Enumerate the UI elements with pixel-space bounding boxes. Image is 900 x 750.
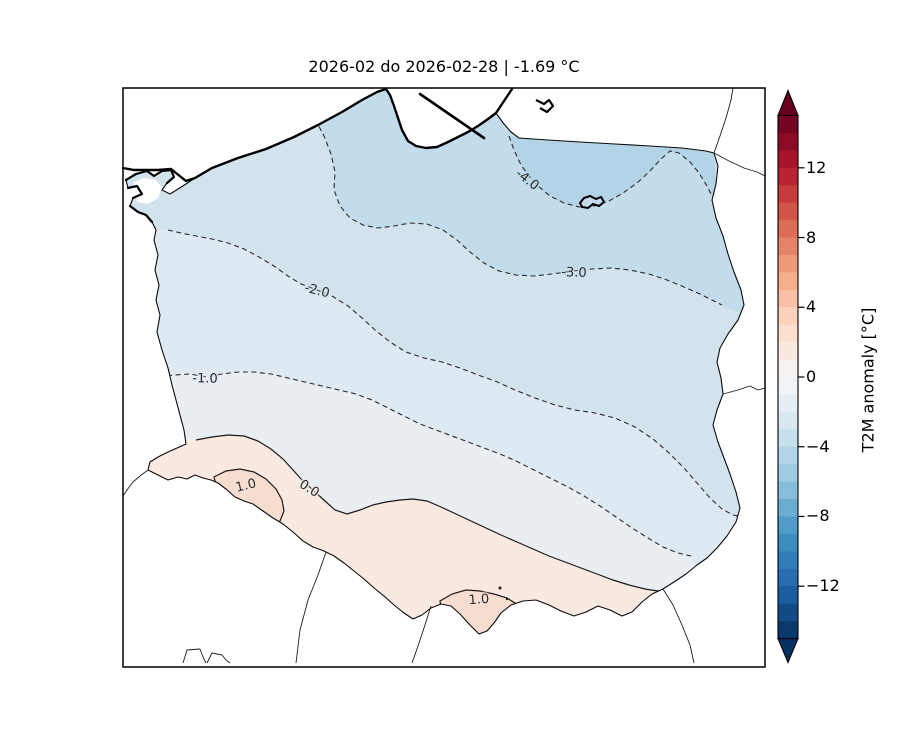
colorbar-step <box>778 132 798 151</box>
neighbor-borders <box>122 87 766 664</box>
colorbar-step <box>778 586 798 605</box>
colorbar-tick-label: 12 <box>806 157 827 177</box>
contour-label: 1.0 <box>468 591 490 609</box>
colorbar-step <box>778 254 798 273</box>
colorbar-gradient <box>778 115 798 639</box>
colorbar-step <box>778 533 798 552</box>
neighbor-border-slovak-ukraine <box>662 588 695 664</box>
colorbar-tickmarks <box>798 167 805 587</box>
colorbar-step <box>778 411 798 430</box>
colorbar-step <box>778 324 798 343</box>
contour-label: -3.0 <box>561 265 587 281</box>
colorbar-step <box>778 150 798 169</box>
colorbar-step <box>778 289 798 308</box>
axes-frame <box>122 87 766 668</box>
colorbar-tick-label: −4 <box>806 436 830 456</box>
contour-label: -1.0 <box>192 371 218 387</box>
contour-line-m2 <box>167 229 739 517</box>
neighbor-border-lithuania-russia <box>713 87 734 154</box>
colorbar-tick-label: −8 <box>806 506 830 526</box>
colorbar-step <box>778 272 798 291</box>
colorbar-step <box>778 516 798 535</box>
vistula-lagoon-hook <box>535 98 555 114</box>
lagoon-islands <box>124 168 176 224</box>
masurian-lake <box>578 194 606 210</box>
colorbar-tick-label: 8 <box>806 227 817 247</box>
contour-band-below-m4 <box>509 136 717 210</box>
colorbar-step <box>778 377 798 395</box>
colorbar-step <box>778 359 798 378</box>
contour-line-m4 <box>508 135 718 211</box>
contour-line-m3 <box>314 118 723 306</box>
neighbor-border-czech-german <box>122 469 149 497</box>
neighbor-border-czech-slovak <box>295 551 327 664</box>
baltic-coastline <box>121 87 514 183</box>
colorbar-tick-label: −12 <box>806 576 840 596</box>
neighbor-border-belarus-ukraine <box>722 385 766 395</box>
hel-peninsula <box>418 92 486 140</box>
lagoon-island-line <box>128 204 154 224</box>
colorbar-step <box>778 307 798 326</box>
colorbar-step <box>778 167 798 186</box>
colorbar-step <box>778 342 798 360</box>
colorbar-step <box>778 481 798 500</box>
contour-band-above-p1-sw <box>214 469 284 527</box>
contour-line-m1 <box>141 371 692 557</box>
contour-speck <box>498 586 502 590</box>
colorbar-outline <box>777 114 799 640</box>
neighbor-border-slovak-south <box>411 605 432 664</box>
plot-title: 2026-02 do 2026-02-28 | -1.69 °C <box>308 57 580 76</box>
colorbar-step <box>778 115 798 134</box>
colorbar-step <box>778 464 798 482</box>
colorbar-tick-label: 0 <box>806 367 817 387</box>
colorbar-step <box>778 185 798 204</box>
colorbar-step <box>778 603 798 622</box>
contour-line-0 <box>195 434 664 592</box>
contour-speck <box>505 597 509 601</box>
colorbar-extend-arrow-top <box>777 89 799 117</box>
colorbar-step <box>778 202 798 221</box>
colorbar-step <box>778 394 798 413</box>
colorbar-step <box>778 568 798 587</box>
colorbar-step <box>778 237 798 256</box>
colorbar-tick-label: 4 <box>806 297 817 317</box>
neighbor-border-austria-a <box>182 648 207 664</box>
colorbar-step <box>778 220 798 238</box>
colorbar-extend-arrow-bottom <box>777 637 799 664</box>
colorbar-step <box>778 621 798 639</box>
colorbar-step <box>778 446 798 465</box>
colorbar-axis-label: T2M anomaly [°C] <box>858 307 878 453</box>
szczecin-lagoon-water <box>132 178 162 204</box>
colorbar-step <box>778 429 798 448</box>
colorbar-step <box>778 499 798 517</box>
neighbor-border-austria-b <box>206 652 231 664</box>
lagoon-island-line <box>124 168 176 185</box>
colorbar-step <box>778 551 798 570</box>
lagoon-island-line <box>126 184 144 200</box>
neighbor-border-lithuania-belarus <box>713 152 766 177</box>
